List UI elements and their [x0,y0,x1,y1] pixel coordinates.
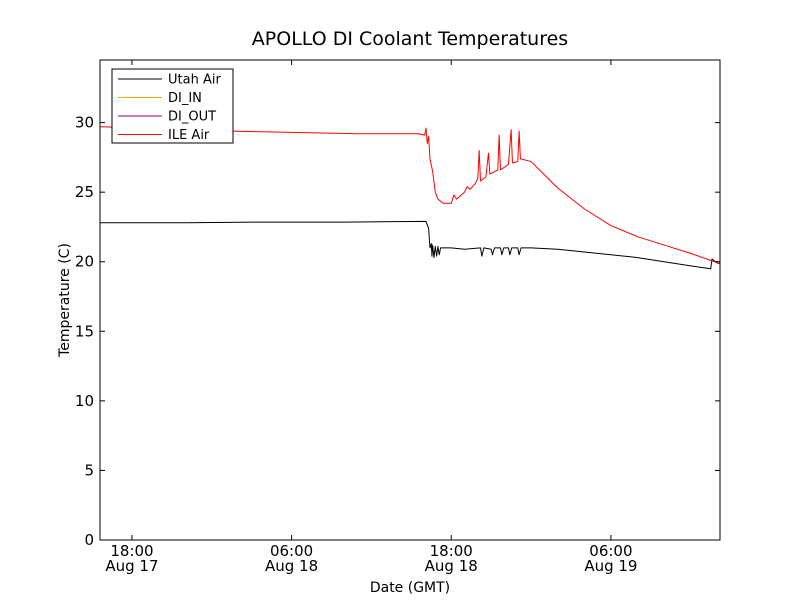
x-tick-label-time: 18:00 [430,542,473,560]
x-axis-label: Date (GMT) [370,580,450,596]
y-tick-label: 30 [75,114,94,132]
legend-box [111,68,234,144]
legend-label: DI_OUT [168,110,216,125]
legend: Utah Air DI_IN DI_OUT ILE Air [111,68,234,144]
y-tick-label: 25 [75,183,94,201]
series-line-0 [100,220,720,270]
y-tick-label: 15 [75,322,94,340]
x-tick-label-time: 06:00 [589,542,632,560]
x-tick-label-date: Aug 17 [105,557,158,575]
x-tick-label-date: Aug 18 [425,557,478,575]
y-tick-label: 0 [84,531,94,549]
legend-label: DI_IN [168,91,202,106]
legend-label: ILE Air [168,128,210,143]
y-tick-label: 5 [84,461,94,479]
series-line-3 [100,126,720,264]
legend-label: Utah Air [168,73,221,88]
y-tick-label: 10 [75,392,94,410]
chart-title: APOLLO DI Coolant Temperatures [252,28,568,50]
x-tick-label-date: Aug 19 [584,557,637,575]
y-tick-label: 20 [75,253,94,271]
x-tick-label-date: Aug 18 [265,557,318,575]
x-tick-label-time: 18:00 [110,542,153,560]
x-tick-label-time: 06:00 [270,542,313,560]
plot-frame [99,59,721,541]
y-axis: 0 5 10 15 20 25 30 [75,114,720,549]
series-layer [100,126,720,270]
y-axis-label: Temperature (C) [57,243,73,358]
